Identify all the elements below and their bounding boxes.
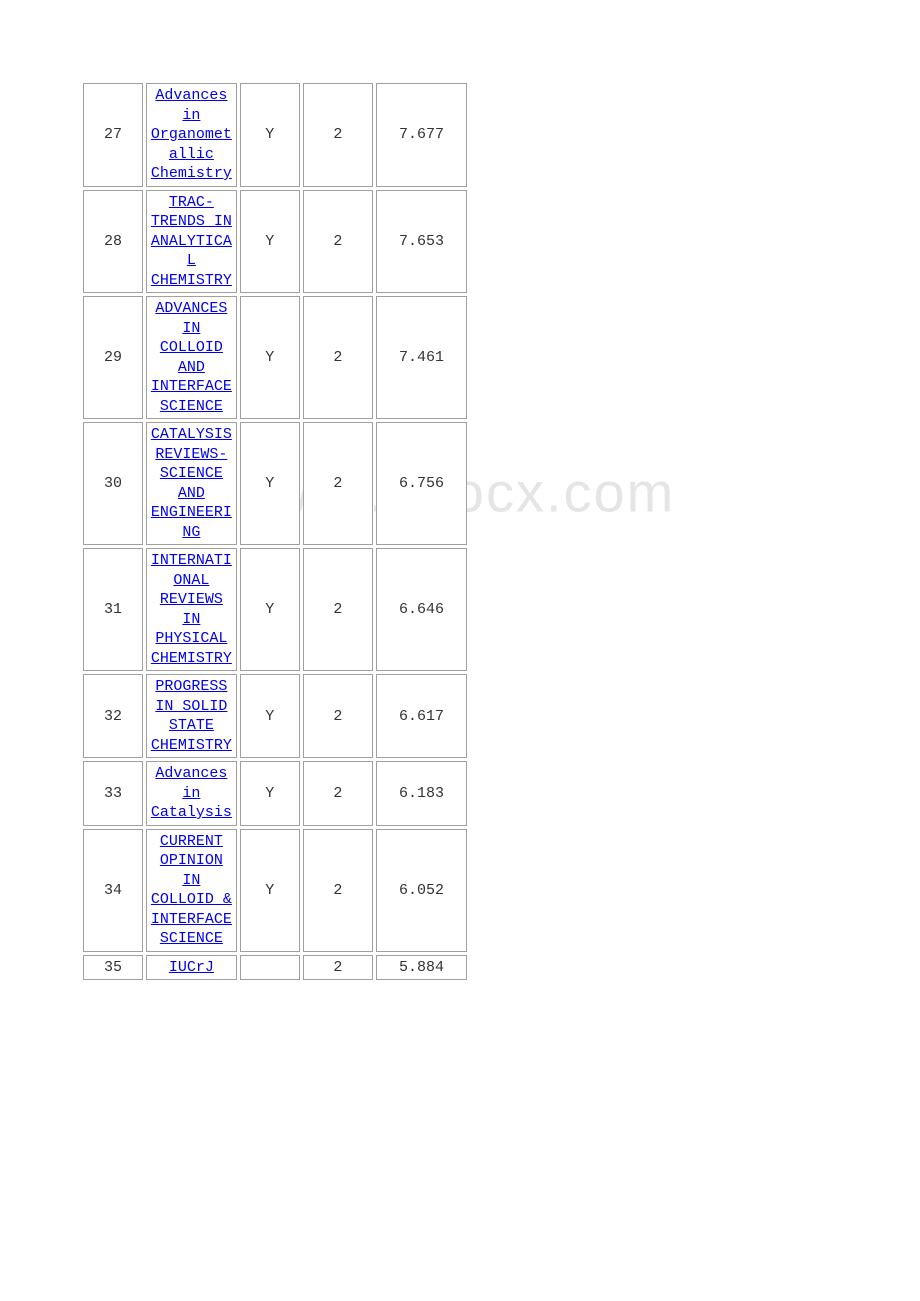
quartile-cell: 2 <box>303 422 373 545</box>
score-cell: 6.756 <box>376 422 467 545</box>
title-cell: ADVANCES IN COLLOID AND INTERFACE SCIENC… <box>146 296 237 419</box>
review-cell: Y <box>240 422 300 545</box>
journal-table: 27 Advances in Organometallic Chemistry … <box>80 80 470 983</box>
table-wrapper: 27 Advances in Organometallic Chemistry … <box>0 0 920 983</box>
quartile-cell: 2 <box>303 674 373 758</box>
journal-link[interactable]: PROGRESS IN SOLID STATE CHEMISTRY <box>150 677 233 755</box>
title-cell: CATALYSIS REVIEWS-SCIENCE AND ENGINEERIN… <box>146 422 237 545</box>
rank-cell: 30 <box>83 422 143 545</box>
title-cell: Advances in Organometallic Chemistry <box>146 83 237 187</box>
rank-cell: 29 <box>83 296 143 419</box>
journal-link[interactable]: Advances in Organometallic Chemistry <box>150 86 233 184</box>
quartile-cell: 2 <box>303 761 373 826</box>
rank-cell: 27 <box>83 83 143 187</box>
review-cell: Y <box>240 296 300 419</box>
title-cell: TRAC-TRENDS IN ANALYTICAL CHEMISTRY <box>146 190 237 294</box>
rank-cell: 34 <box>83 829 143 952</box>
score-cell: 6.052 <box>376 829 467 952</box>
review-cell: Y <box>240 761 300 826</box>
journal-link[interactable]: TRAC-TRENDS IN ANALYTICAL CHEMISTRY <box>150 193 233 291</box>
review-cell: Y <box>240 829 300 952</box>
score-cell: 7.461 <box>376 296 467 419</box>
quartile-cell: 2 <box>303 296 373 419</box>
table-row: 29 ADVANCES IN COLLOID AND INTERFACE SCI… <box>83 296 467 419</box>
score-cell: 5.884 <box>376 955 467 981</box>
journal-link[interactable]: CATALYSIS REVIEWS-SCIENCE AND ENGINEERIN… <box>150 425 233 542</box>
table-row: 30 CATALYSIS REVIEWS-SCIENCE AND ENGINEE… <box>83 422 467 545</box>
review-cell: Y <box>240 83 300 187</box>
review-cell: Y <box>240 674 300 758</box>
journal-link[interactable]: INTERNATIONAL REVIEWS IN PHYSICAL CHEMIS… <box>150 551 233 668</box>
rank-cell: 33 <box>83 761 143 826</box>
table-row: 34 CURRENT OPINION IN COLLOID & INTERFAC… <box>83 829 467 952</box>
journal-link[interactable]: CURRENT OPINION IN COLLOID & INTERFACE S… <box>150 832 233 949</box>
table-row: 35 IUCrJ 2 5.884 <box>83 955 467 981</box>
title-cell: INTERNATIONAL REVIEWS IN PHYSICAL CHEMIS… <box>146 548 237 671</box>
quartile-cell: 2 <box>303 83 373 187</box>
score-cell: 7.677 <box>376 83 467 187</box>
score-cell: 6.183 <box>376 761 467 826</box>
quartile-cell: 2 <box>303 190 373 294</box>
journal-link[interactable]: IUCrJ <box>169 958 214 978</box>
review-cell <box>240 955 300 981</box>
title-cell: IUCrJ <box>146 955 237 981</box>
rank-cell: 32 <box>83 674 143 758</box>
quartile-cell: 2 <box>303 829 373 952</box>
table-row: 33 Advances in Catalysis Y 2 6.183 <box>83 761 467 826</box>
review-cell: Y <box>240 190 300 294</box>
title-cell: Advances in Catalysis <box>146 761 237 826</box>
table-row: 27 Advances in Organometallic Chemistry … <box>83 83 467 187</box>
table-row: 28 TRAC-TRENDS IN ANALYTICAL CHEMISTRY Y… <box>83 190 467 294</box>
score-cell: 6.617 <box>376 674 467 758</box>
journal-link[interactable]: Advances in Catalysis <box>150 764 233 823</box>
review-cell: Y <box>240 548 300 671</box>
rank-cell: 28 <box>83 190 143 294</box>
quartile-cell: 2 <box>303 548 373 671</box>
journal-link[interactable]: ADVANCES IN COLLOID AND INTERFACE SCIENC… <box>150 299 233 416</box>
quartile-cell: 2 <box>303 955 373 981</box>
table-row: 31 INTERNATIONAL REVIEWS IN PHYSICAL CHE… <box>83 548 467 671</box>
rank-cell: 35 <box>83 955 143 981</box>
title-cell: PROGRESS IN SOLID STATE CHEMISTRY <box>146 674 237 758</box>
score-cell: 6.646 <box>376 548 467 671</box>
table-row: 32 PROGRESS IN SOLID STATE CHEMISTRY Y 2… <box>83 674 467 758</box>
title-cell: CURRENT OPINION IN COLLOID & INTERFACE S… <box>146 829 237 952</box>
rank-cell: 31 <box>83 548 143 671</box>
score-cell: 7.653 <box>376 190 467 294</box>
